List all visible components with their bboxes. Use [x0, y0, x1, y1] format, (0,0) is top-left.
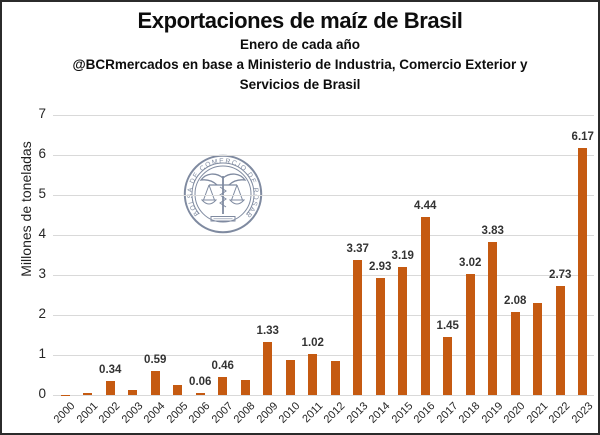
y-tick-label-1: 1: [38, 345, 46, 361]
chart-attribution: @BCRmercados en base a Ministerio de Ind…: [40, 55, 560, 95]
bar-2014: [375, 277, 385, 395]
bar-value-label-2011: 1.02: [301, 337, 324, 350]
y-tick-label-4: 4: [38, 225, 46, 241]
y-tick-label-3: 3: [38, 265, 46, 281]
gridline-6: [53, 155, 594, 156]
bar-2010: [285, 359, 295, 395]
bar-value-label-2013: 3.37: [346, 243, 369, 256]
bar-value-label-2020: 2.08: [504, 294, 527, 307]
bar-2023: [578, 148, 588, 395]
y-tick-label-5: 5: [38, 185, 46, 201]
bar-value-label-2015: 3.19: [391, 250, 414, 263]
bar-2022: [555, 285, 565, 395]
bar-2012: [330, 361, 340, 395]
bar-value-label-2022: 2.73: [549, 268, 572, 281]
bcr-rosario-seal-watermark: BOLSA DE COMERCIO DE ROSARIO: [182, 151, 263, 234]
bar-value-label-2009: 1.33: [256, 324, 279, 337]
bar-value-label-2014: 2.93: [369, 260, 392, 273]
gridline-2: [53, 315, 594, 316]
y-tick-label-0: 0: [38, 385, 46, 401]
bar-2006: [195, 392, 205, 395]
gridline-7: [53, 115, 594, 116]
seal-right-scale-pan: [228, 184, 246, 205]
bar-2018: [465, 274, 475, 395]
bar-2002: [105, 381, 115, 395]
gridline-4: [53, 235, 594, 236]
bar-2013: [353, 260, 363, 395]
bar-value-label-2016: 4.44: [414, 200, 437, 213]
attribution-line-2: Servicios de Brasil: [239, 77, 361, 92]
bar-2001: [83, 393, 93, 395]
bar-2015: [398, 267, 408, 395]
bar-2016: [420, 217, 430, 395]
gridline-1: [53, 355, 594, 356]
bar-2021: [533, 303, 543, 395]
bar-2017: [443, 337, 453, 395]
attribution-line-1: @BCRmercados en base a Ministerio de Ind…: [72, 57, 528, 72]
y-tick-label-2: 2: [38, 305, 46, 321]
bar-value-label-2004: 0.59: [144, 354, 167, 367]
bar-value-label-2023: 6.17: [571, 131, 594, 144]
bar-value-label-2017: 1.45: [436, 320, 459, 332]
bar-value-label-2007: 0.46: [211, 359, 234, 372]
bar-2009: [263, 341, 273, 395]
bar-2020: [510, 311, 520, 395]
gridline-0: [53, 395, 594, 396]
y-tick-label-6: 6: [38, 145, 46, 161]
bar-2008: [240, 379, 250, 395]
gridline-5: [53, 195, 594, 196]
chart-subtitle: Enero de cada año: [239, 37, 361, 52]
y-axis-title: Millones de toneladas: [18, 141, 34, 277]
bar-2011: [308, 354, 318, 395]
bar-value-label-2018: 3.02: [459, 257, 482, 270]
seal-wings: [199, 173, 247, 186]
y-tick-label-7: 7: [38, 105, 46, 121]
bar-2005: [173, 384, 183, 395]
bar-2004: [150, 371, 160, 395]
bar-2003: [128, 389, 138, 395]
seal-banner: [210, 216, 236, 222]
bar-value-label-2019: 3.83: [481, 224, 504, 237]
chart-title: Exportaciones de maíz de Brasil: [137, 8, 463, 33]
gridline-3: [53, 275, 594, 276]
seal-inner-ring: [194, 165, 252, 223]
seal-left-scale-pan: [200, 184, 218, 205]
bar-2019: [488, 241, 498, 395]
bar-value-label-2006: 0.06: [189, 375, 212, 388]
bar-value-label-2002: 0.34: [99, 364, 122, 377]
bar-2007: [218, 376, 228, 395]
seal-snake: [219, 186, 227, 208]
